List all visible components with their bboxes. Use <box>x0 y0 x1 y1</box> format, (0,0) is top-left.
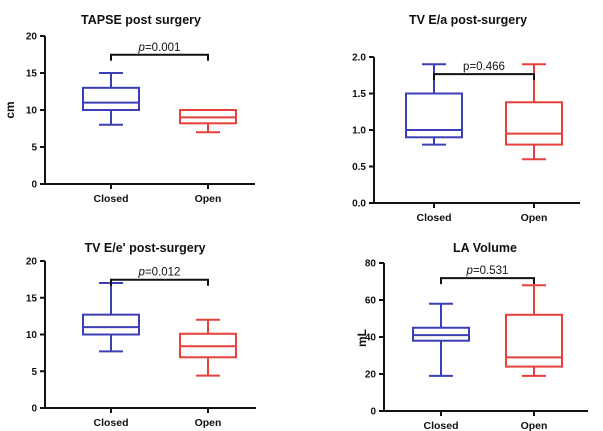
p-value-italic: p <box>466 265 474 277</box>
x-tick-label: Open <box>195 193 222 205</box>
box-iqr <box>505 101 563 146</box>
p-value-text: =0.531 <box>473 265 509 277</box>
x-tick-label: Closed <box>423 420 458 431</box>
box-closed <box>82 282 140 353</box>
significance-bracket <box>440 277 535 285</box>
box-open <box>179 109 237 134</box>
x-tick-label: Open <box>521 212 548 224</box>
box-iqr <box>82 86 140 112</box>
y-tick-label: 2.0 <box>352 53 366 64</box>
y-tick-label: 5 <box>31 367 37 378</box>
y-tick-label: 0.5 <box>352 162 366 173</box>
p-value-text: p=0.466 <box>463 61 505 73</box>
p-value-label: p=0.531 <box>466 265 509 277</box>
p-value-italic: p <box>138 42 146 54</box>
box-open <box>505 63 563 161</box>
y-tick-label: 0 <box>31 404 37 415</box>
y-tick-label: 5 <box>31 143 37 154</box>
y-axis-label: cm <box>3 101 17 118</box>
y-tick-label: 0 <box>370 407 376 418</box>
chart-title: TAPSE post surgery <box>81 13 201 27</box>
y-tick-label: 20 <box>26 257 38 268</box>
y-tick-label: 10 <box>26 330 38 341</box>
x-tick-label: Closed <box>93 417 128 429</box>
significance-bracket <box>110 278 209 286</box>
box-open <box>179 318 237 377</box>
box-iqr <box>405 92 463 139</box>
p-value-label: p=0.001 <box>138 42 181 54</box>
p-value-italic: p <box>138 267 146 279</box>
y-axis-label: mL <box>355 329 369 347</box>
chart-title: LA Volume <box>453 241 517 255</box>
significance-bracket <box>110 53 209 61</box>
x-tick-label: Open <box>195 417 222 429</box>
p-value-text: =0.001 <box>145 42 181 54</box>
box-closed <box>405 63 463 146</box>
box-iqr <box>505 313 563 368</box>
x-tick-label: Closed <box>93 193 128 205</box>
chart-title: TV E/a post-surgery <box>409 13 527 27</box>
y-tick-label: 20 <box>365 370 377 381</box>
box-open <box>505 284 563 377</box>
y-tick-label: 1.0 <box>352 126 366 137</box>
y-tick-label: 40 <box>365 333 377 344</box>
significance-bracket <box>433 73 535 81</box>
y-tick-label: 15 <box>26 69 38 80</box>
p-value-label: p=0.466 <box>463 61 505 73</box>
y-tick-label: 60 <box>365 296 377 307</box>
x-tick-label: Closed <box>416 212 451 224</box>
x-tick-label: Open <box>521 420 548 431</box>
box-closed <box>82 72 140 126</box>
p-value-label: p=0.012 <box>138 267 181 279</box>
chart-panel-tv-ee: TV E/e' post-surgery 0 5 10 15 20 Closed Open p… <box>26 241 256 429</box>
y-tick-label: 10 <box>26 106 38 117</box>
p-value-text: =0.012 <box>145 267 181 279</box>
y-tick-label: 20 <box>26 32 38 43</box>
box-closed <box>412 302 470 377</box>
chart-title: TV E/e' post-surgery <box>84 241 205 255</box>
y-tick-label: 15 <box>26 293 38 304</box>
y-tick-label: 0.0 <box>352 199 366 210</box>
chart-panel-tv-ea: TV E/a post-surgery 0.0 0.5 1.0 1.5 2.0 Close… <box>352 13 580 224</box>
chart-panel-la-volume: LA Volume mL 0 20 40 60 80 Closed Open p=0.531 <box>355 241 588 431</box>
y-tick-label: 0 <box>31 180 37 191</box>
chart-panel-tapse: TAPSE post surgery cm 0 5 10 15 20 Closed Open… <box>3 13 255 205</box>
y-tick-label: 80 <box>365 259 377 270</box>
box-iqr <box>82 313 140 336</box>
y-tick-label: 1.5 <box>352 89 366 100</box>
